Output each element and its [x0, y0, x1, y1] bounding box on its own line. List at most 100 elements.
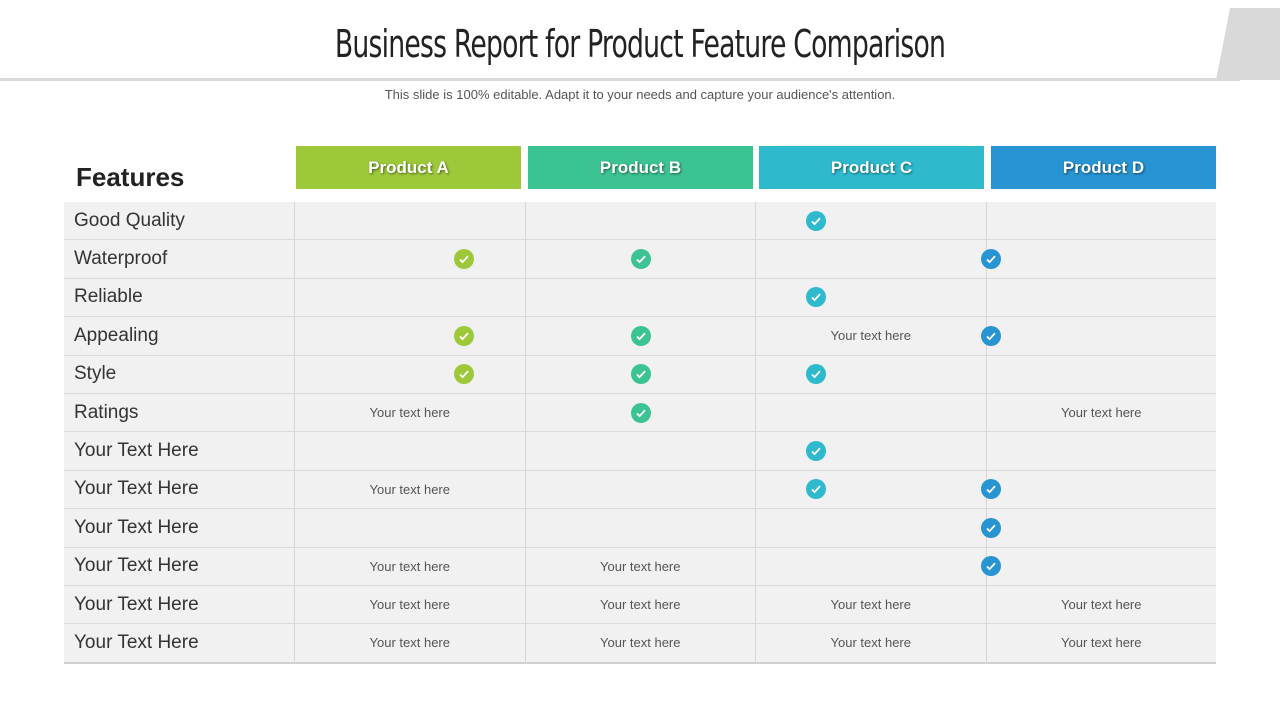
feature-label: Your Text Here: [74, 478, 199, 500]
table-cell: Your text here: [294, 547, 525, 585]
cell-text: Your text here: [600, 597, 681, 613]
table-cell: Your text here: [294, 624, 525, 662]
check-icon: [980, 479, 1001, 500]
cell-text: Your text here: [369, 597, 450, 613]
feature-label: Reliable: [74, 286, 143, 308]
check-icon: [806, 210, 826, 231]
table-row: Your Text Here: [64, 508, 1217, 547]
table-cell: [524, 432, 756, 470]
table-cell: Your text here: [524, 624, 756, 662]
table-cell: [294, 278, 525, 317]
check-icon: [806, 479, 826, 500]
table-row: Waterproof: [64, 239, 1217, 278]
feature-label: Your Text Here: [74, 555, 199, 577]
table-cell: [755, 470, 986, 509]
table-cell: [980, 547, 1217, 585]
table-row: Your Text Here Your text here Your text he…: [64, 546, 1217, 585]
table-cell: [294, 202, 525, 240]
table-row: Style: [64, 354, 1217, 393]
table-cell: Your text here: [985, 585, 1217, 624]
table-cell: Your text here: [755, 585, 986, 624]
check-icon: [980, 517, 1001, 538]
header-product-a: Product A: [296, 146, 521, 189]
subtitle: This slide is 100% editable. Adapt it to…: [384, 87, 896, 102]
check-icon: [980, 556, 1001, 577]
cell-text: Your text here: [830, 635, 911, 651]
table-cell: [294, 355, 525, 393]
table-row: Your Text Here Your text here Your text he…: [64, 584, 1217, 624]
cell-text: Your text here: [600, 635, 681, 651]
table-cell: Your text here: [294, 470, 525, 509]
cell-text: Your text here: [1061, 635, 1142, 651]
check-icon: [454, 364, 474, 385]
table-row: Your Text Here Your text here Your text he…: [64, 623, 1217, 662]
table-cell: [524, 240, 756, 278]
table-cell: [755, 240, 986, 278]
header-product-b: Product B: [528, 146, 753, 189]
title-divider: [0, 78, 1240, 81]
table-cell: [980, 509, 1217, 547]
table-cell: [985, 278, 1217, 317]
feature-label: Ratings: [74, 401, 139, 423]
comparison-table: Good Quality Waterproof Reliable Appealing Y…: [64, 201, 1216, 664]
table-row: Your Text Here Your text here: [64, 469, 1217, 509]
cell-text: Your text here: [1061, 405, 1142, 421]
table-cell: [985, 202, 1217, 240]
table-row: Appealing Your text here: [64, 316, 1217, 355]
cell-text: Your text here: [600, 558, 681, 574]
feature-label: Your Text Here: [74, 631, 199, 653]
table-cell: [294, 317, 525, 355]
table-cell: [980, 470, 1217, 509]
header-product-d: Product D: [991, 146, 1216, 189]
table-cell: [755, 547, 986, 585]
check-icon: [806, 364, 826, 385]
features-heading: Features: [76, 162, 185, 192]
table-row: Your Text Here: [64, 431, 1216, 470]
table-cell: Your text here: [985, 393, 1217, 432]
check-icon: [630, 325, 651, 346]
check-icon: [454, 249, 474, 270]
table-cell: Your text here: [524, 547, 756, 585]
table-cell: [755, 355, 986, 393]
table-cell: [294, 432, 525, 470]
table-cell: [524, 202, 756, 240]
check-icon: [630, 402, 651, 423]
table-cell: Your text here: [985, 624, 1217, 662]
header-product-c: Product C: [759, 146, 984, 189]
feature-label: Your Text Here: [74, 593, 199, 615]
table-cell: Your text here: [294, 393, 525, 432]
cell-text: Your text here: [369, 558, 450, 574]
table-row: Ratings Your text here Your text here: [64, 392, 1217, 432]
table-row: Good Quality: [64, 201, 1217, 240]
feature-label: Good Quality: [74, 209, 185, 231]
table-cell: [755, 509, 986, 547]
table-cell: [980, 317, 1217, 355]
table-cell: [980, 240, 1217, 278]
feature-label: Appealing: [74, 324, 159, 346]
cell-text: Your text here: [369, 635, 450, 651]
cell-text: Your text here: [830, 597, 911, 613]
page-title: Business Report for Product Feature Comp…: [334, 22, 946, 66]
table-cell: [524, 393, 756, 432]
check-icon: [806, 287, 826, 308]
table-cell: [294, 509, 525, 547]
corner-decoration: [1216, 8, 1280, 80]
check-icon: [630, 249, 651, 270]
table-cell: [755, 202, 986, 240]
check-icon: [806, 441, 826, 462]
table-cell: [755, 432, 986, 470]
feature-label: Waterproof: [74, 248, 168, 270]
cell-text: Your text here: [1061, 597, 1142, 613]
table-cell: [755, 393, 986, 432]
feature-label: Style: [74, 363, 117, 385]
table-cell: [524, 278, 756, 317]
check-icon: [454, 325, 474, 346]
feature-label: Your Text Here: [74, 516, 199, 538]
check-icon: [980, 325, 1001, 346]
table-row: Reliable: [64, 277, 1217, 317]
cell-text: Your text here: [369, 481, 450, 497]
cell-text: Your text here: [369, 405, 450, 421]
table-cell: [985, 355, 1217, 393]
feature-label: Your Text Here: [74, 440, 199, 462]
table-cell: [294, 240, 525, 278]
